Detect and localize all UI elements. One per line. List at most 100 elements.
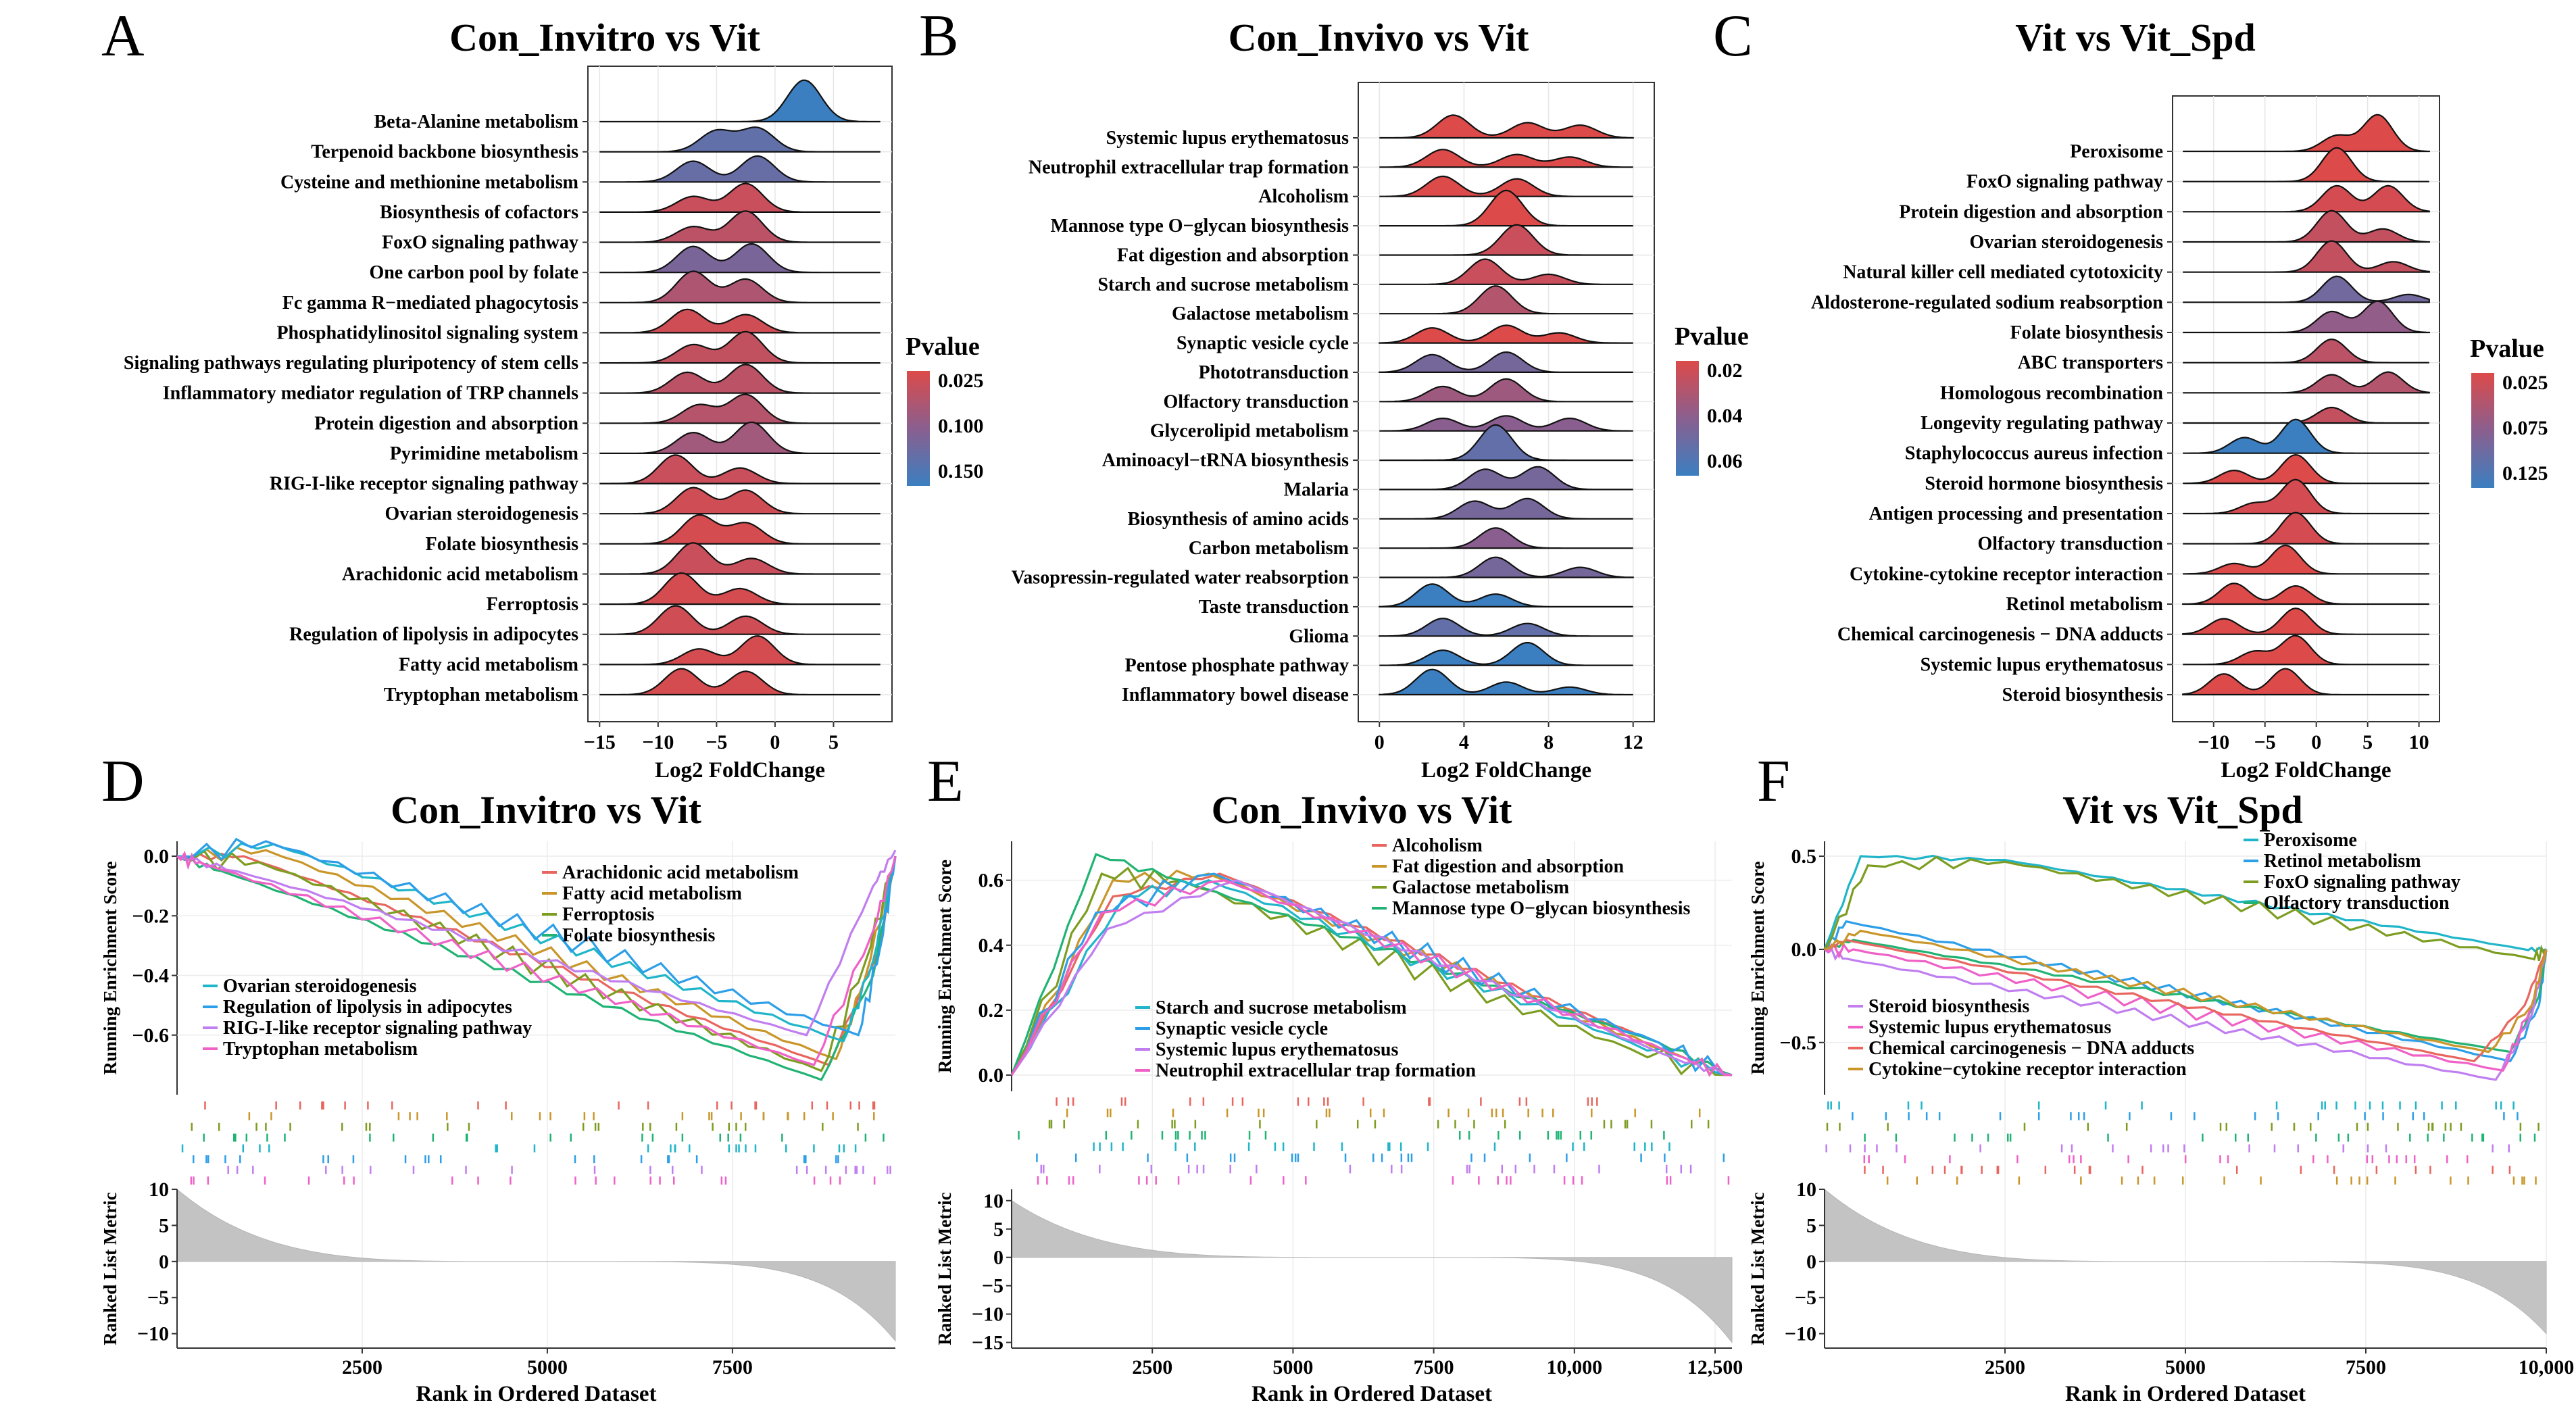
- x-axis-title: Log2 FoldChange: [655, 758, 825, 783]
- ridge-galactose-metabolism: [1379, 285, 1633, 315]
- legend-label: Galactose metabolism: [1392, 877, 1569, 898]
- x-tick-label: 10: [2409, 731, 2429, 753]
- legend-tick-label: 0.100: [938, 415, 984, 437]
- ridge-olfactory-transduction: [1379, 378, 1633, 403]
- legend-label: Retinol metabolism: [2264, 851, 2421, 872]
- x-tick-label: 0: [770, 731, 780, 753]
- category-label: Cysteine and methionine metabolism: [280, 172, 578, 193]
- category-label: Aldosterone-regulated sodium reabsorptio…: [1811, 292, 2164, 313]
- legend-tick-label: 0.150: [938, 460, 984, 482]
- ridge-cytokine-cytokine-receptor-interaction: [2183, 545, 2429, 575]
- legend-label: Synaptic vesicle cycle: [1156, 1018, 1328, 1039]
- es-tick-label: 0.0: [144, 845, 170, 868]
- legend-tick-label: 0.125: [2502, 462, 2548, 485]
- legend-label: Alcoholism: [1392, 835, 1483, 856]
- category-label: Systemic lupus erythematosus: [1106, 128, 1349, 149]
- ridge-taste-transduction: [1379, 583, 1633, 607]
- category-label: Pyrimidine metabolism: [390, 443, 578, 464]
- es-tick-label: 0.0: [979, 1064, 1004, 1087]
- es-curve-tryptophan-metabolism: [176, 850, 897, 1066]
- metric-tick-label: −10: [1785, 1323, 1816, 1345]
- rank-tick-label: 2500: [342, 1356, 382, 1379]
- es-tick-label: −0.5: [1779, 1032, 1816, 1054]
- legend-label: Fat digestion and absorption: [1392, 856, 1624, 877]
- es-curve-rig-i-like-receptor-signaling-pathway: [176, 849, 897, 1037]
- category-label: Alcoholism: [1258, 187, 1349, 207]
- legend-label: Systemic lupus erythematosus: [1156, 1039, 1398, 1060]
- legend-label: Steroid biosynthesis: [1868, 996, 2029, 1017]
- ranked-metric-area: [176, 1188, 896, 1342]
- ridge-arachidonic-acid-metabolism: [599, 542, 881, 575]
- category-label: Biosynthesis of amino acids: [1128, 509, 1349, 530]
- ridge-mannose-type-o-glycan-biosynthesis: [1379, 189, 1633, 227]
- category-label: Synaptic vesicle cycle: [1176, 333, 1349, 354]
- metric-tick-label: −10: [137, 1323, 169, 1345]
- category-label: Protein digestion and absorption: [314, 413, 578, 434]
- hit-bars-alcoholism: [1056, 1097, 1598, 1106]
- panel-letter-f: F: [1757, 749, 1790, 814]
- metric-tick-label: 5: [993, 1218, 1004, 1241]
- hit-bars-fat-digestion-and-absorption: [1066, 1108, 1701, 1118]
- ridge-aminoacyl-trna-biosynthesis: [1379, 424, 1633, 462]
- category-label: Folate biosynthesis: [426, 534, 578, 555]
- ridge-vasopressin-regulated-water-reabsorption: [1379, 556, 1634, 578]
- metric-tick-label: 10: [983, 1190, 1004, 1212]
- category-label: Vasopressin-regulated water reabsorption: [1012, 568, 1349, 589]
- es-tick-label: 0.6: [979, 870, 1004, 892]
- legend-tick-label: 0.06: [1707, 450, 1743, 472]
- category-label: Tryptophan metabolism: [384, 685, 578, 705]
- category-label: Peroxisome: [2070, 141, 2163, 162]
- legend-title: Pvalue: [2470, 334, 2544, 363]
- category-label: ABC transporters: [2018, 353, 2164, 374]
- legend-colorbar: [907, 371, 930, 486]
- ridge-inflammatory-mediator-regulation-of-trp-channels: [599, 364, 881, 394]
- category-label: Arachidonic acid metabolism: [342, 564, 578, 585]
- chart-title: Con_Invitro vs Vit: [391, 788, 701, 832]
- legend-label: Arachidonic acid metabolism: [562, 862, 799, 883]
- metric-tick-label: −10: [972, 1304, 1004, 1326]
- ridge-phototransduction: [1379, 351, 1633, 373]
- ridge-glycerolipid-metabolism: [1379, 415, 1633, 432]
- es-curve-starch-and-sucrose-metabolism: [1010, 878, 1733, 1076]
- ridge-homologous-recombination: [2183, 371, 2430, 394]
- legend-label: Regulation of lipolysis in adipocytes: [223, 997, 512, 1018]
- x-tick-label: 0: [2311, 731, 2321, 753]
- category-label: Inflammatory bowel disease: [1122, 685, 1349, 705]
- es-curve-fatty-acid-metabolism: [176, 846, 897, 1061]
- ridge-phosphatidylinositol-signaling-system: [599, 308, 881, 334]
- ridge-carbon-metabolism: [1379, 527, 1633, 549]
- category-label: Antigen processing and presentation: [1869, 503, 2164, 524]
- category-label: Natural killer cell mediated cytotoxicit…: [1843, 262, 2163, 283]
- category-label: Galactose metabolism: [1172, 303, 1349, 324]
- hit-bars-chemical-carcinogenesis-dna-adducts: [1864, 1166, 2511, 1174]
- es-tick-label: 0.4: [979, 935, 1004, 957]
- chart-title: Vit vs Vit_Spd: [2062, 788, 2303, 832]
- rank-tick-label: 10,000: [1547, 1356, 1603, 1379]
- ridgeline-panel-b: Con_Invivo vs Vit Systemic lupus erythema…: [1012, 16, 1749, 783]
- ranked-metric-area: [1011, 1199, 1733, 1344]
- ridge-protein-digestion-and-absorption: [2183, 184, 2430, 213]
- ridge-steroid-biosynthesis: [2182, 668, 2429, 696]
- hit-bars-starch-and-sucrose-metabolism: [1093, 1142, 1670, 1151]
- metric-y-axis-title: Ranked List Metric: [935, 1192, 955, 1345]
- x-axis-title: Rank in Ordered Dataset: [1252, 1382, 1492, 1406]
- ridge-antigen-processing-and-presentation: [2183, 478, 2429, 515]
- ridge-biosynthesis-of-amino-acids: [1379, 497, 1633, 520]
- category-label: Ovarian steroidogenesis: [385, 503, 579, 524]
- es-curve-regulation-of-lipolysis-in-adipocytes: [176, 837, 897, 1037]
- legend-tick-label: 0.02: [1707, 359, 1743, 382]
- hit-bars-mannose-type-o-glycan-biosynthesis: [1018, 1131, 1665, 1140]
- ridge-glioma: [1379, 618, 1633, 637]
- rank-tick-label: 7500: [712, 1356, 753, 1379]
- legend-label: Starch and sucrose metabolism: [1156, 997, 1407, 1018]
- ridge-terpenoid-backbone-biosynthesis: [599, 126, 881, 153]
- legend-title: Pvalue: [906, 332, 980, 361]
- category-label: Signaling pathways regulating pluripoten…: [124, 353, 578, 374]
- legend-label: Mannose type O−glycan biosynthesis: [1392, 898, 1691, 919]
- category-label: Terpenoid backbone biosynthesis: [311, 142, 578, 163]
- ridge-malaria: [1379, 466, 1633, 491]
- hit-bars-cytokine-cytokine-receptor-interaction: [1886, 1176, 2537, 1185]
- rank-tick-label: 10,000: [2519, 1356, 2575, 1379]
- hit-bars-tryptophan-metabolism: [190, 1176, 876, 1185]
- hit-bars-folate-biosynthesis: [203, 1133, 885, 1142]
